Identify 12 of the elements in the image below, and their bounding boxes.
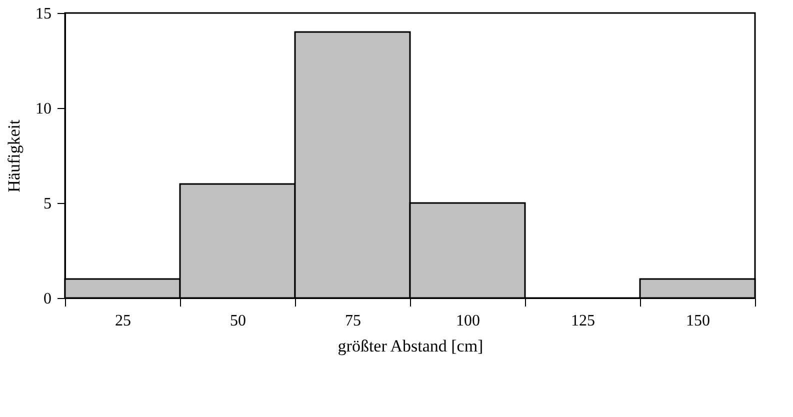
- y-tick-label: 10: [36, 100, 52, 118]
- x-tick-label: 75: [345, 312, 361, 330]
- y-axis-title: Häufigkeit: [4, 119, 24, 192]
- y-tick-label: 5: [44, 196, 52, 212]
- y-tick-label: 0: [44, 290, 52, 308]
- x-tick-label: 50: [230, 312, 246, 330]
- x-tick-label: 100: [456, 312, 480, 330]
- x-tick-label: 125: [571, 312, 595, 330]
- y-tick-label: 15: [36, 6, 52, 22]
- x-tick-label: 25: [115, 312, 131, 330]
- x-tick-label: 150: [686, 312, 710, 330]
- x-axis-title: größter Abstand [cm]: [338, 336, 484, 356]
